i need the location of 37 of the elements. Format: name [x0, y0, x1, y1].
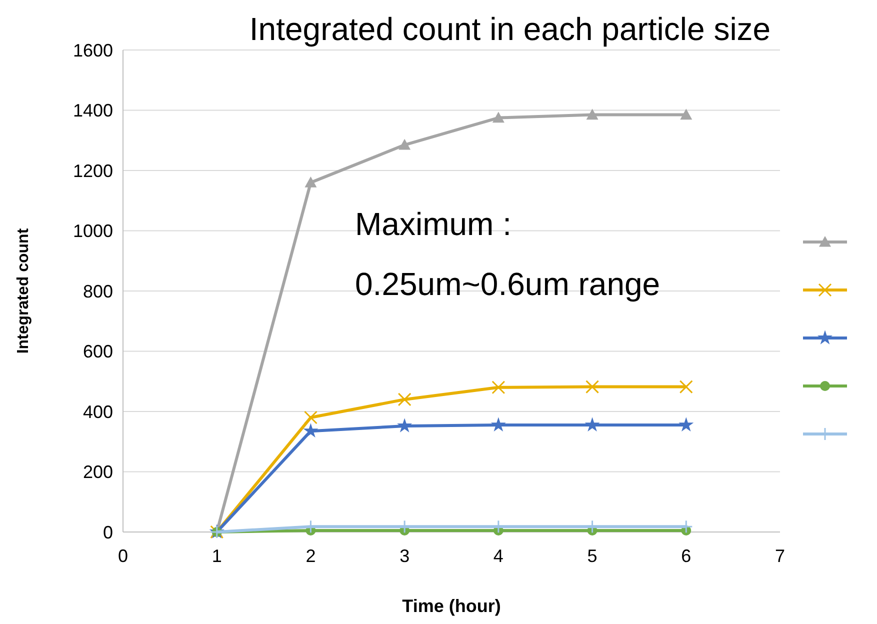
x-tick-label: 5 — [587, 546, 598, 566]
point — [492, 380, 506, 394]
x-tick-label: 1 — [212, 546, 222, 566]
x-tick-label: 6 — [681, 546, 692, 566]
x-tick-label: 0 — [118, 546, 128, 566]
point — [492, 112, 504, 123]
point — [584, 417, 600, 432]
y-tick-label: 1200 — [72, 160, 113, 181]
point — [586, 380, 600, 394]
y-tick-label: 600 — [82, 342, 113, 362]
annotation: 0.25um~0.6um range — [355, 266, 660, 302]
point — [304, 176, 317, 188]
point — [397, 418, 412, 432]
y-tick-label: 800 — [82, 281, 113, 302]
y-tick-label: 200 — [82, 462, 113, 482]
point — [678, 417, 694, 432]
chart-title: Integrated count in each particle size — [249, 11, 771, 47]
x-tick-label: 4 — [493, 546, 504, 566]
y-tick-label: 1600 — [72, 40, 113, 60]
x-tick-label: 2 — [306, 546, 316, 566]
point — [398, 138, 411, 150]
x-tick-label: 7 — [774, 546, 786, 566]
point — [586, 108, 598, 120]
point — [304, 410, 318, 424]
point — [680, 108, 692, 120]
y-tick-label: 1000 — [72, 221, 113, 242]
x-tick-label: 3 — [400, 546, 410, 566]
point — [490, 417, 506, 432]
x-axis-title: Time (hour) — [402, 596, 501, 616]
point — [679, 380, 693, 394]
y-axis-title: Integrated count — [15, 228, 32, 354]
point — [398, 392, 412, 406]
y-tick-label: 1400 — [72, 100, 113, 121]
point — [303, 423, 318, 438]
y-tick-label: 0 — [102, 522, 113, 542]
y-tick-label: 400 — [82, 402, 113, 422]
annotation: Maximum : — [355, 206, 512, 242]
